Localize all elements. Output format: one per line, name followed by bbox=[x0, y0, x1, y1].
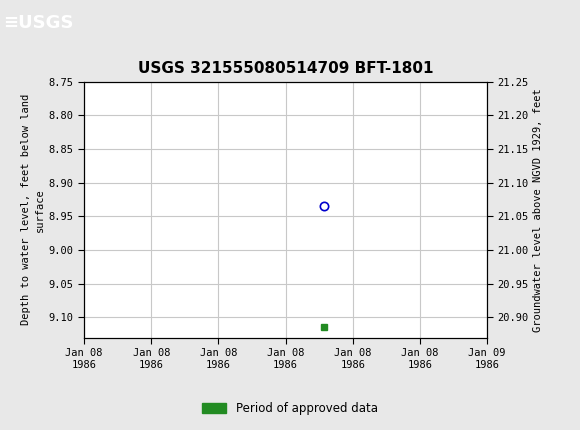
Y-axis label: Depth to water level, feet below land
surface: Depth to water level, feet below land su… bbox=[21, 94, 45, 325]
Text: ≡USGS: ≡USGS bbox=[3, 14, 74, 31]
Title: USGS 321555080514709 BFT-1801: USGS 321555080514709 BFT-1801 bbox=[138, 61, 433, 77]
Y-axis label: Groundwater level above NGVD 1929, feet: Groundwater level above NGVD 1929, feet bbox=[533, 88, 543, 332]
Legend: Period of approved data: Period of approved data bbox=[198, 397, 382, 420]
